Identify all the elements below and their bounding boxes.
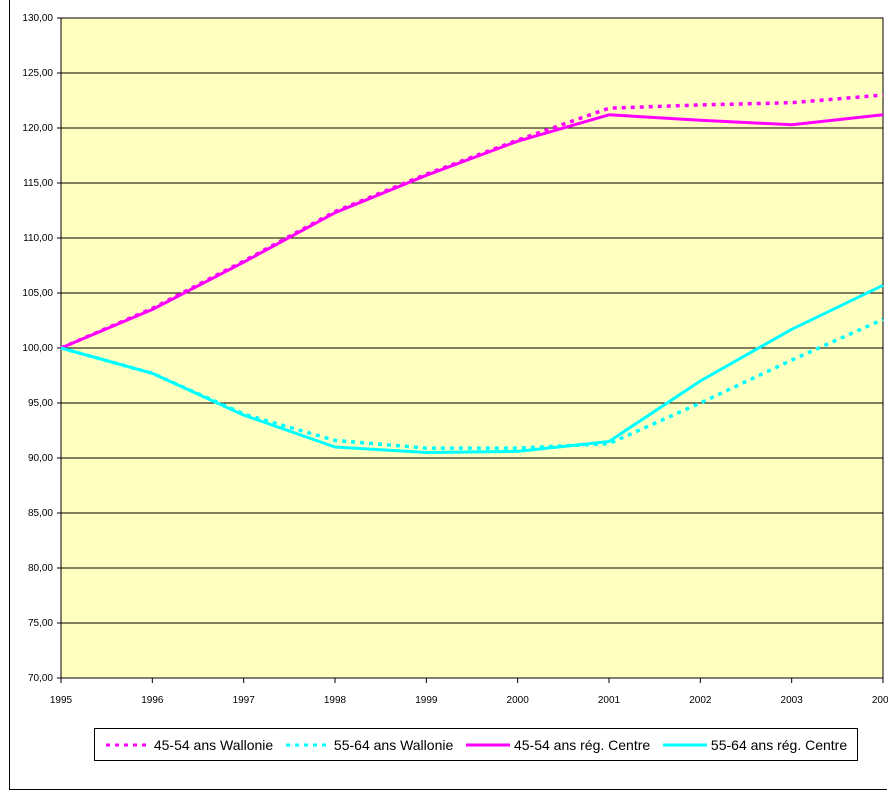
y-tick-label: 80,00: [28, 563, 53, 574]
y-tick-label: 75,00: [28, 618, 53, 629]
x-tick-label: 1996: [141, 695, 164, 706]
legend-label: 55-64 ans rég. Centre: [710, 736, 848, 753]
legend-swatch: [465, 743, 510, 746]
legend-item: 55-64 ans rég. Centre: [662, 737, 847, 753]
y-tick-label: 90,00: [28, 453, 53, 464]
y-tick-label: 85,00: [28, 508, 53, 519]
y-tick-label: 120,00: [22, 123, 53, 134]
series-line: [60, 93, 884, 350]
y-tick-label: 100,00: [22, 343, 53, 354]
y-tick-label: 105,00: [22, 288, 53, 299]
legend-swatch: [285, 743, 330, 746]
y-tick-label: 70,00: [28, 673, 53, 684]
y-tick-label: 110,00: [23, 233, 53, 244]
gridlines: [61, 72, 883, 624]
legend-item: 55-64 ans Wallonie: [285, 737, 453, 753]
legend-label: 45-54 ans Wallonie: [153, 736, 274, 753]
x-tick-label: 2002: [689, 695, 712, 706]
x-tick-label: 1995: [50, 695, 73, 706]
legend-swatch: [105, 743, 150, 746]
y-axis-ticks: 70,00 75,00 80,00 85,00 90,00 95,00 100,00 105,…: [22, 13, 61, 684]
x-tick-label: 2003: [781, 695, 804, 706]
legend-label: 45-54 ans rég. Centre: [513, 736, 651, 753]
chart-frame: [9, 0, 887, 790]
x-tick-label: 2000: [507, 695, 530, 706]
y-tick-label: 115,00: [23, 178, 53, 189]
y-tick-label: 95,00: [28, 398, 53, 409]
legend-label: 55-64 ans Wallonie: [333, 736, 454, 753]
y-tick-label: 130,00: [22, 13, 53, 24]
y-tick-label: 125,00: [22, 68, 53, 79]
legend-item: 45-54 ans rég. Centre: [465, 737, 650, 753]
x-tick-label: 1997: [233, 695, 256, 706]
series-line: [60, 317, 884, 450]
x-tick-label: 1998: [324, 695, 347, 706]
legend-item: 45-54 ans Wallonie: [105, 737, 273, 753]
x-tick-label: 2001: [598, 695, 621, 706]
x-tick-label: 1999: [415, 695, 438, 706]
legend-swatch: [662, 743, 707, 746]
series-lines: [60, 93, 884, 454]
legend: 45-54 ans Wallonie 55-64 ans Wallonie 45-5…: [94, 728, 858, 761]
